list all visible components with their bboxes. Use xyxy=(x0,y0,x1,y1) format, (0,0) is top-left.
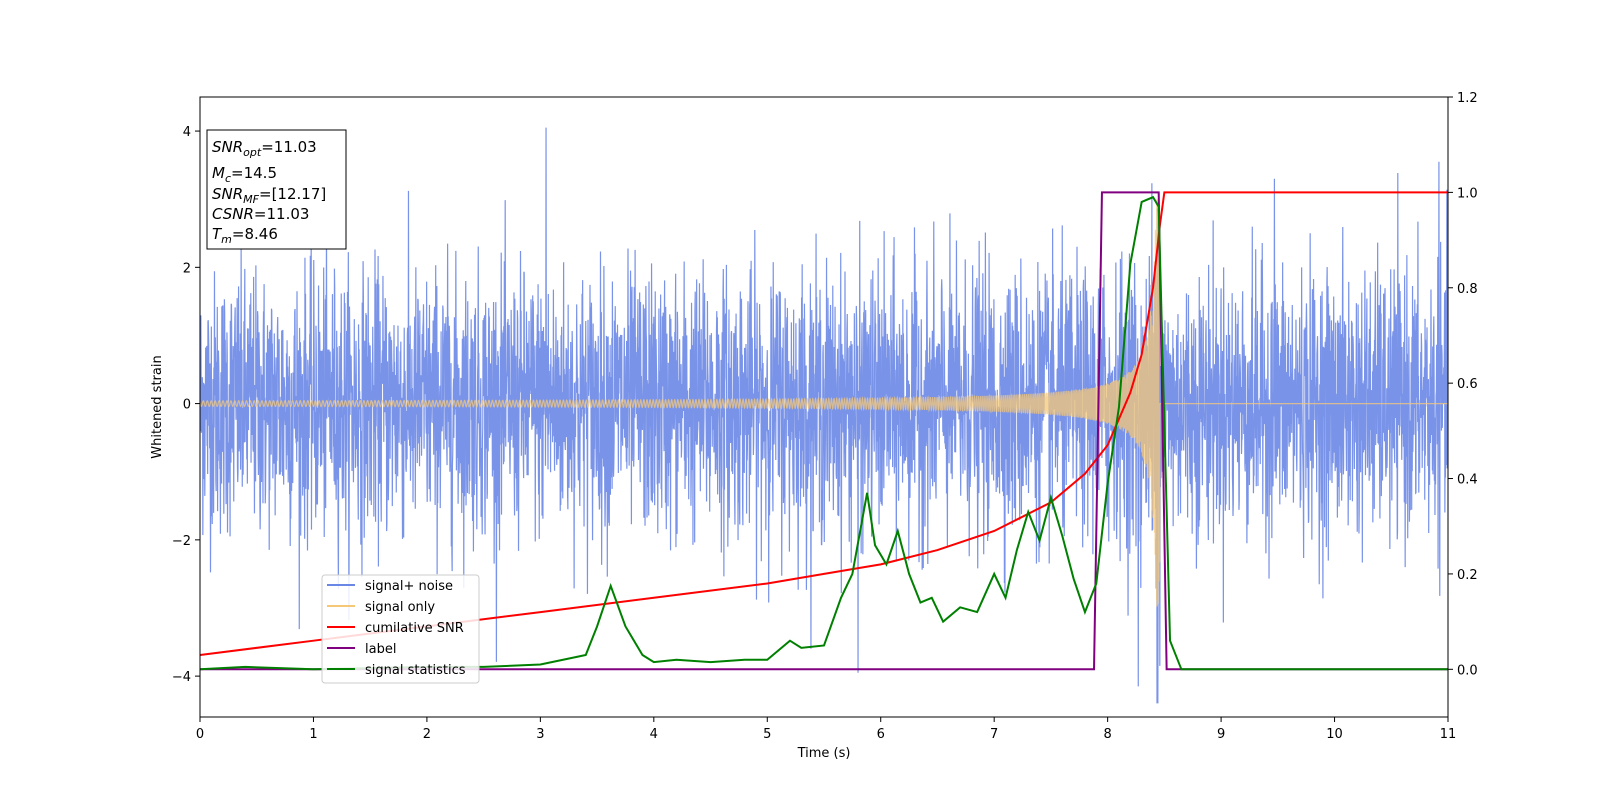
info-box: SNRopt=11.03 Mc=14.5 SNRMF=[12.17] CSNR=… xyxy=(206,129,347,250)
y-axis-label: Whitened strain xyxy=(150,355,165,458)
x-tick-label: 1 xyxy=(309,727,317,742)
plot-frame xyxy=(199,96,1449,718)
y-tick-label: −2 xyxy=(172,534,191,549)
y2-tick-label: 1.0 xyxy=(1457,186,1478,201)
cumulative-snr-line xyxy=(200,191,1448,656)
x-tick-label: 8 xyxy=(1103,727,1111,742)
legend-label-cumulative-snr: cumilative SNR xyxy=(365,621,464,636)
mc-text: Mc=14.5 xyxy=(212,164,277,185)
y2-tick-label: 0.6 xyxy=(1457,377,1478,392)
tm-text: Tm=8.46 xyxy=(212,225,278,246)
x-tick-label: 2 xyxy=(423,727,431,742)
signal-only-line xyxy=(200,199,1448,607)
snr-opt-text: SNRopt=11.03 xyxy=(212,138,317,159)
snr-mf-text: SNRMF=[12.17] xyxy=(212,185,326,206)
legend-label-signal-noise: signal+ noise xyxy=(365,579,453,594)
x-tick-label: 11 xyxy=(1440,727,1457,742)
y2-tick-label: 0.0 xyxy=(1457,663,1478,678)
x-tick-label: 4 xyxy=(650,727,658,742)
y-tick-label: 2 xyxy=(183,261,191,276)
x-tick-label: 7 xyxy=(990,727,998,742)
y-tick-label: 4 xyxy=(183,125,191,140)
x-axis-label: Time (s) xyxy=(797,746,851,761)
y-axis-left: 4 2 0 −2 −4 xyxy=(172,125,200,685)
x-tick-label: 3 xyxy=(536,727,544,742)
y-tick-label: −4 xyxy=(172,670,191,685)
legend-label-label: label xyxy=(365,642,396,657)
y2-tick-label: 0.8 xyxy=(1457,282,1478,297)
csnr-text: CSNR=11.03 xyxy=(212,205,309,223)
x-tick-label: 0 xyxy=(196,727,204,742)
y-axis-right: 1.2 1.0 0.8 0.6 0.4 0.2 0.0 xyxy=(1448,91,1478,678)
x-tick-label: 5 xyxy=(763,727,771,742)
y-tick-label: 0 xyxy=(183,398,191,413)
x-axis: 0 1 2 3 4 5 6 7 8 9 10 11 xyxy=(196,717,1456,742)
legend-label-signal-statistics: signal statistics xyxy=(365,663,466,678)
x-tick-label: 9 xyxy=(1217,727,1225,742)
legend-label-signal-only: signal only xyxy=(365,600,435,615)
plot-area xyxy=(200,127,1448,704)
x-tick-label: 10 xyxy=(1326,727,1343,742)
y2-tick-label: 1.2 xyxy=(1457,91,1478,106)
x-tick-label: 6 xyxy=(877,727,885,742)
y2-tick-label: 0.2 xyxy=(1457,568,1478,583)
signal-statistics-line xyxy=(200,195,1448,671)
y2-tick-label: 0.4 xyxy=(1457,473,1478,488)
legend: signal+ noise signal only cumilative SNR… xyxy=(321,574,480,684)
